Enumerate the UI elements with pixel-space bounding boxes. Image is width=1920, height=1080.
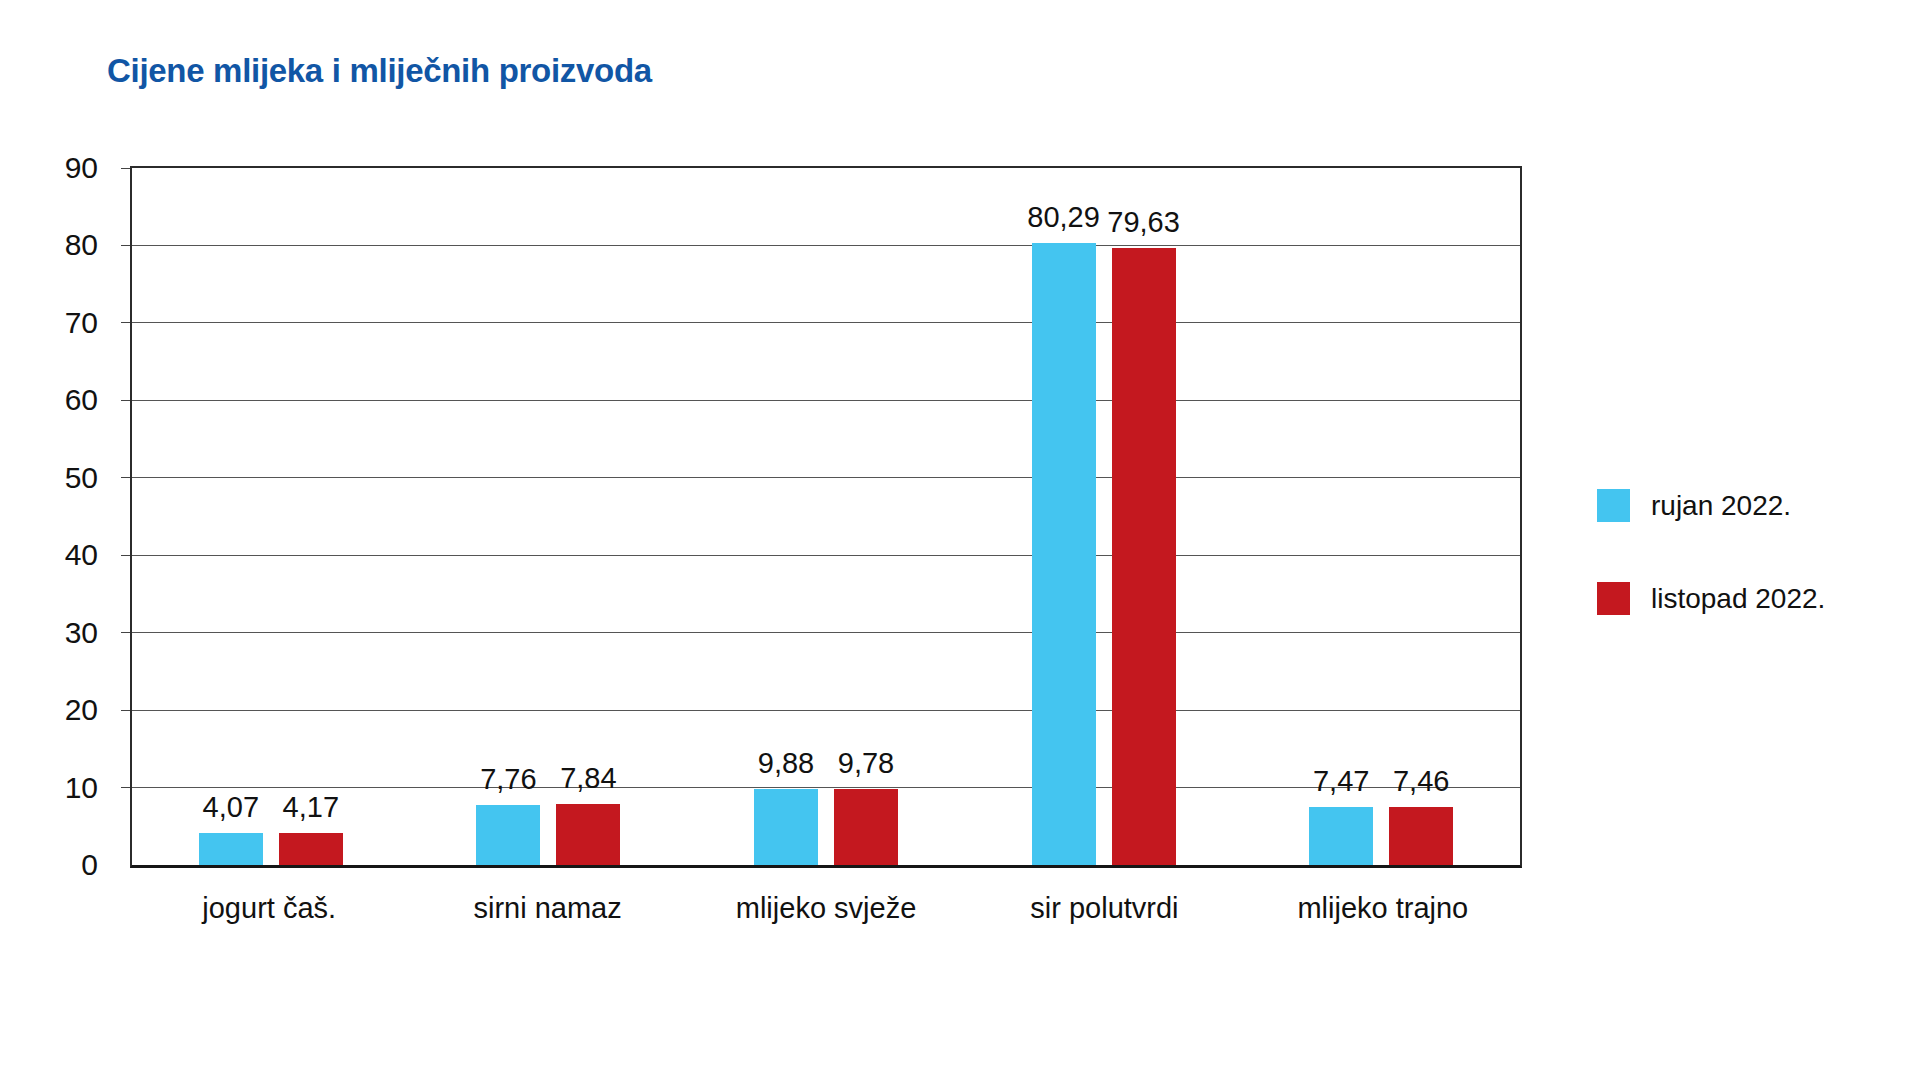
bar-series0-cat0: 4,07 <box>199 833 263 865</box>
y-tick-mark-80 <box>121 245 130 246</box>
bar-group-3: 80,2979,63 <box>965 168 1243 865</box>
legend-swatch-icon <box>1597 582 1630 615</box>
y-tick-label-90: 90 <box>12 152 98 184</box>
chart-legend: rujan 2022. listopad 2022. <box>1597 489 1825 615</box>
y-tick-label-50: 50 <box>12 462 98 494</box>
y-tick-label-60: 60 <box>12 384 98 416</box>
bar-value-label: 7,76 <box>480 763 536 796</box>
y-tick-label-80: 80 <box>12 229 98 261</box>
bar-series0-cat3: 80,29 <box>1032 243 1096 865</box>
legend-label: listopad 2022. <box>1651 583 1825 615</box>
y-tick-label-40: 40 <box>12 539 98 571</box>
bar-series1-cat1: 7,84 <box>556 804 620 865</box>
chart-title: Cijene mlijeka i mliječnih proizvoda <box>107 52 652 90</box>
bar-series1-cat2: 9,78 <box>834 789 898 865</box>
y-tick-mark-50 <box>121 477 130 478</box>
legend-label: rujan 2022. <box>1651 490 1791 522</box>
y-tick-label-10: 10 <box>12 772 98 804</box>
bar-group-4: 7,47 7,46 <box>1242 168 1520 865</box>
y-tick-mark-10 <box>121 787 130 788</box>
y-tick-mark-20 <box>121 710 130 711</box>
y-tick-label-20: 20 <box>12 694 98 726</box>
y-tick-mark-70 <box>121 322 130 323</box>
y-tick-mark-40 <box>121 555 130 556</box>
bar-group-0: 4,07 4,17 <box>132 168 410 865</box>
bar-value-label: 4,17 <box>283 791 339 824</box>
category-label-3: sir polutvrdi <box>965 892 1243 925</box>
category-label-0: jogurt čaš. <box>130 892 408 925</box>
x-axis-category-labels: jogurt čaš.sirni namazmlijeko svježesir … <box>130 892 1522 925</box>
legend-swatch-icon <box>1597 489 1630 522</box>
legend-item-0: rujan 2022. <box>1597 489 1825 522</box>
bar-series0-cat2: 9,88 <box>754 789 818 866</box>
bar-series1-cat0: 4,17 <box>279 833 343 865</box>
legend-item-1: listopad 2022. <box>1597 582 1825 615</box>
bar-series1-cat3: 79,63 <box>1112 248 1176 865</box>
chart-canvas: Cijene mlijeka i mliječnih proizvoda 0 10… <box>0 0 1920 1080</box>
bar-group-1: 7,76 7,84 <box>410 168 688 865</box>
y-tick-mark-90 <box>121 168 130 169</box>
bar-value-label: 9,78 <box>838 747 894 780</box>
bar-value-label: 80,29 <box>1027 201 1100 234</box>
bar-value-label: 7,47 <box>1313 765 1369 798</box>
bar-value-label: 79,63 <box>1107 206 1180 239</box>
bar-series1-cat4: 7,46 <box>1389 807 1453 865</box>
y-tick-mark-30 <box>121 632 130 633</box>
category-label-4: mlijeko trajno <box>1244 892 1522 925</box>
bar-series0-cat1: 7,76 <box>476 805 540 865</box>
bar-value-label: 9,88 <box>758 747 814 780</box>
bar-series0-cat4: 7,47 <box>1309 807 1373 865</box>
plot-area: 0102030405060708090 4,074,177,767,849,88… <box>130 166 1522 868</box>
bar-value-label: 7,84 <box>560 762 616 795</box>
bar-value-label: 7,46 <box>1393 765 1449 798</box>
bar-value-label: 4,07 <box>203 791 259 824</box>
y-tick-mark-60 <box>121 400 130 401</box>
y-tick-label-30: 30 <box>12 617 98 649</box>
bar-groups-layer: 4,074,177,767,849,889,7880,2979,637,477,… <box>132 168 1520 865</box>
y-tick-label-70: 70 <box>12 307 98 339</box>
category-label-2: mlijeko svježe <box>687 892 965 925</box>
bar-group-2: 9,889,78 <box>687 168 965 865</box>
category-label-1: sirni namaz <box>408 892 686 925</box>
y-tick-label-0: 0 <box>12 849 98 881</box>
